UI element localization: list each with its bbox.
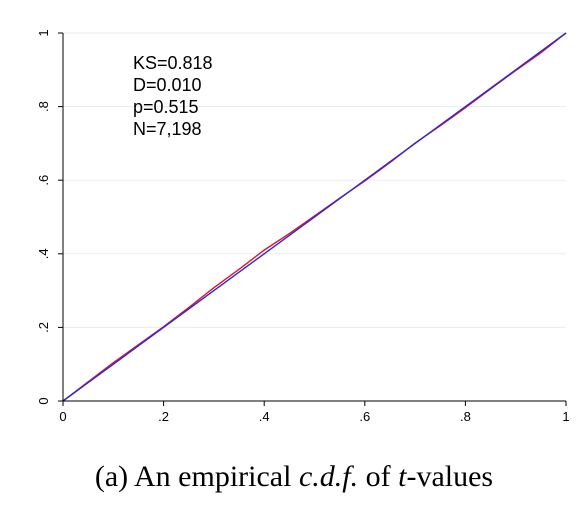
x-tick-label-1: .2 xyxy=(158,409,169,424)
annotation-line-2: p=0.515 xyxy=(133,97,199,117)
x-tick-label-0: 0 xyxy=(59,409,66,424)
caption-prefix: (a) An empirical xyxy=(94,460,299,493)
y-tick-label-4: .8 xyxy=(36,101,51,112)
y-tick-label-3: .6 xyxy=(36,175,51,186)
caption-cdf: c.d.f. xyxy=(298,460,359,493)
y-tick-label-5: 1 xyxy=(36,29,51,36)
annotation-line-3: N=7,198 xyxy=(133,119,202,139)
y-tick-label-0: 0 xyxy=(36,397,51,404)
x-tick-label-5: 1 xyxy=(562,409,569,424)
figure-caption: (a) An empirical c.d.f. of t-values xyxy=(0,460,588,494)
caption-middle: of xyxy=(358,460,399,493)
series-layer xyxy=(62,32,567,402)
annotation-line-1: D=0.010 xyxy=(133,75,202,95)
caption-t: t xyxy=(398,460,407,493)
cdf-chart: 0 .2 .4 .6 .8 1 0 .2 .4 .6 .8 1 KS=0.818D=0.010p=0.… xyxy=(36,29,570,424)
axis-layer: 0 .2 .4 .6 .8 1 0 .2 .4 .6 .8 1 xyxy=(36,29,570,424)
x-tick-label-4: .8 xyxy=(460,409,471,424)
y-tick-label-2: .4 xyxy=(36,248,51,259)
series-line-1 xyxy=(62,32,567,402)
annotation-line-0: KS=0.818 xyxy=(133,53,213,73)
x-tick-label-3: .6 xyxy=(359,409,370,424)
y-tick-label-1: .2 xyxy=(36,322,51,333)
grid-layer xyxy=(63,32,566,328)
caption-suffix: -values xyxy=(406,460,494,493)
x-tick-label-2: .4 xyxy=(259,409,270,424)
